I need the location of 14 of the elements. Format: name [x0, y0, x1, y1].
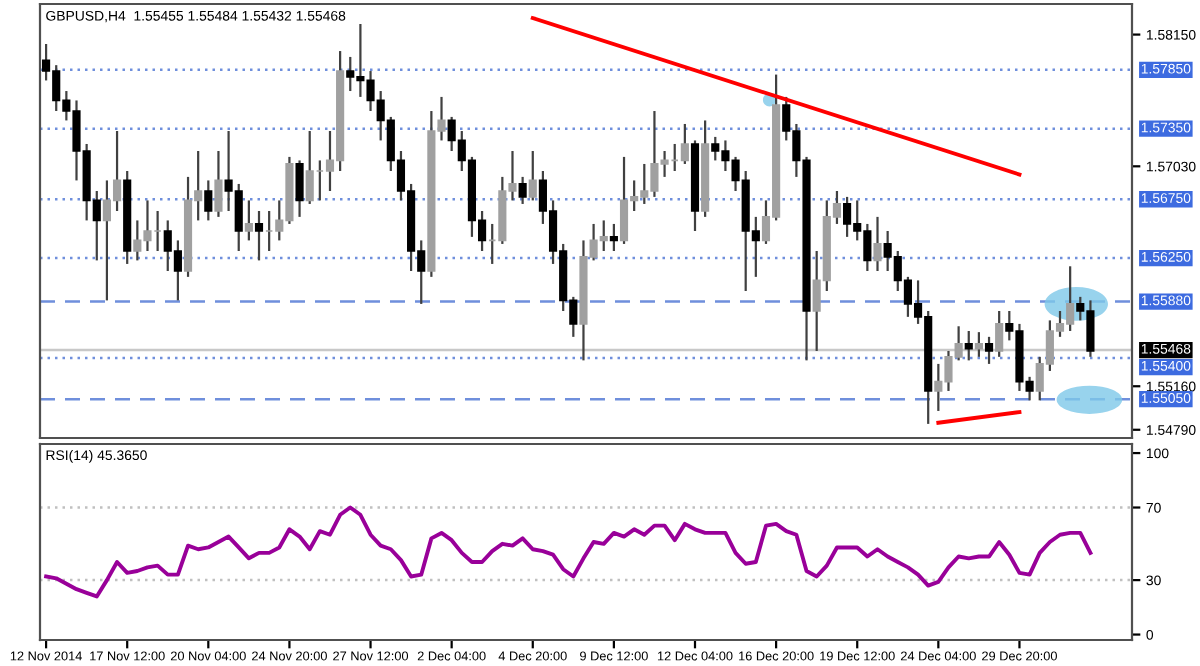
- candlestick: [204, 179, 213, 222]
- candlestick: [254, 209, 264, 262]
- candlestick: [984, 335, 994, 366]
- candlestick: [609, 222, 618, 253]
- candlestick: [974, 331, 983, 358]
- candlestick: [964, 329, 973, 362]
- line-series: [44, 505, 1093, 599]
- candlestick: [214, 149, 223, 218]
- candlestick: [295, 159, 304, 218]
- candlestick: [995, 309, 1004, 358]
- candlestick: [244, 199, 253, 242]
- candlestick: [518, 175, 527, 206]
- candlestick: [873, 215, 882, 273]
- candlestick: [528, 149, 537, 202]
